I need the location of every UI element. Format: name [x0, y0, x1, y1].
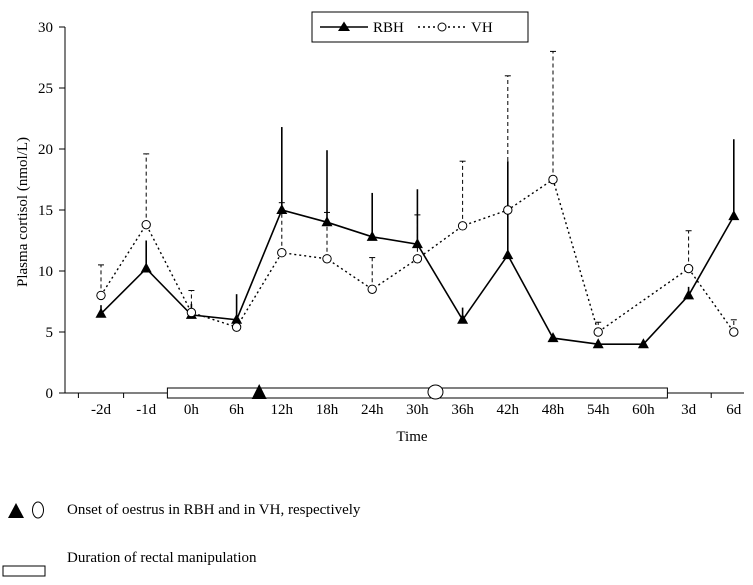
x-axis-label: Time [396, 429, 427, 445]
vh-point [231, 322, 242, 332]
vh-point [683, 263, 694, 274]
rbh-point [95, 307, 107, 318]
legend-rbh-label: RBH [373, 20, 404, 36]
error-bars [98, 50, 737, 332]
legend-vh-marker [437, 22, 447, 32]
legend-vh-label: VH [471, 20, 493, 36]
y-tick-label: 30 [38, 20, 53, 36]
footnote-oestrus: Onset of oestrus in RBH and in VH, respe… [67, 502, 361, 518]
tick-labels: 0 5 10 15 20 25 30 -2d -1d 0h 6h 12h 18h 24h 30h 36h 42h… [38, 20, 742, 418]
rbh-point [276, 204, 288, 214]
x-tick-label: 6h [229, 402, 245, 418]
vh-point [96, 290, 106, 301]
y-tick-label: 20 [38, 142, 53, 158]
footnote-manipulation: Duration of rectal manipulation [67, 550, 257, 566]
vh-series-line [100, 178, 735, 334]
x-tick-label: 0h [184, 402, 200, 418]
footnote-triangle-icon [8, 503, 24, 518]
rbh-point [411, 238, 423, 249]
footnote-rectangle-icon [2, 565, 46, 577]
manipulation-bar-group [166, 384, 668, 400]
y-tick-label: 25 [38, 81, 53, 97]
rbh-point [592, 338, 604, 349]
x-tick-label: 54h [587, 402, 610, 418]
rbh-point [502, 249, 514, 260]
rbh-point [366, 230, 378, 241]
vh-point [277, 248, 287, 258]
rbh-point [683, 289, 695, 300]
y-tick-label: 10 [38, 264, 53, 280]
rbh-point [140, 262, 152, 273]
vh-point [322, 254, 332, 264]
x-tick-label: 18h [316, 402, 339, 418]
rbh-point [231, 313, 243, 324]
y-tick-label: 15 [38, 203, 53, 219]
footnote-circle-icon [32, 501, 44, 519]
x-tick-label: -1d [136, 402, 156, 418]
data-points [95, 174, 740, 349]
rbh-point [321, 216, 333, 227]
x-tick-label: 42h [497, 402, 520, 418]
vh-point [548, 174, 558, 185]
vh-point [593, 327, 603, 337]
x-tick-label: 36h [451, 402, 474, 418]
x-tick-label: 48h [542, 402, 565, 418]
x-tick-label: 24h [361, 402, 384, 418]
y-tick-label: 5 [46, 325, 54, 341]
legend-rbh-marker [338, 21, 350, 31]
x-tick-label: -2d [91, 402, 111, 418]
rbh-point [457, 313, 469, 324]
x-tick-label: 6d [726, 402, 742, 418]
x-tick-label: 60h [632, 402, 655, 418]
rbh-point [547, 332, 559, 343]
oestrus-onset-rbh-marker [251, 384, 267, 399]
vh-point [729, 327, 739, 337]
vh-point [412, 254, 423, 264]
footnote-symbols [2, 501, 46, 577]
x-tick-label: 30h [406, 402, 429, 418]
vh-point [503, 205, 513, 215]
y-tick-label: 0 [46, 386, 54, 402]
vh-point [367, 284, 377, 294]
y-axis-label: Plasma cortisol (nmol/L) [15, 137, 31, 287]
x-tick-label: 12h [271, 402, 294, 418]
rbh-point [728, 210, 740, 221]
vh-point [141, 219, 151, 230]
x-tick-label: 3d [681, 402, 697, 418]
oestrus-onset-vh-marker [427, 384, 444, 400]
vh-point [186, 307, 197, 318]
rbh-point [637, 338, 649, 349]
legend: RBH VH [311, 11, 529, 43]
manipulation-duration-bar [166, 387, 668, 399]
vh-point [457, 221, 468, 231]
chart-axes [59, 26, 744, 398]
